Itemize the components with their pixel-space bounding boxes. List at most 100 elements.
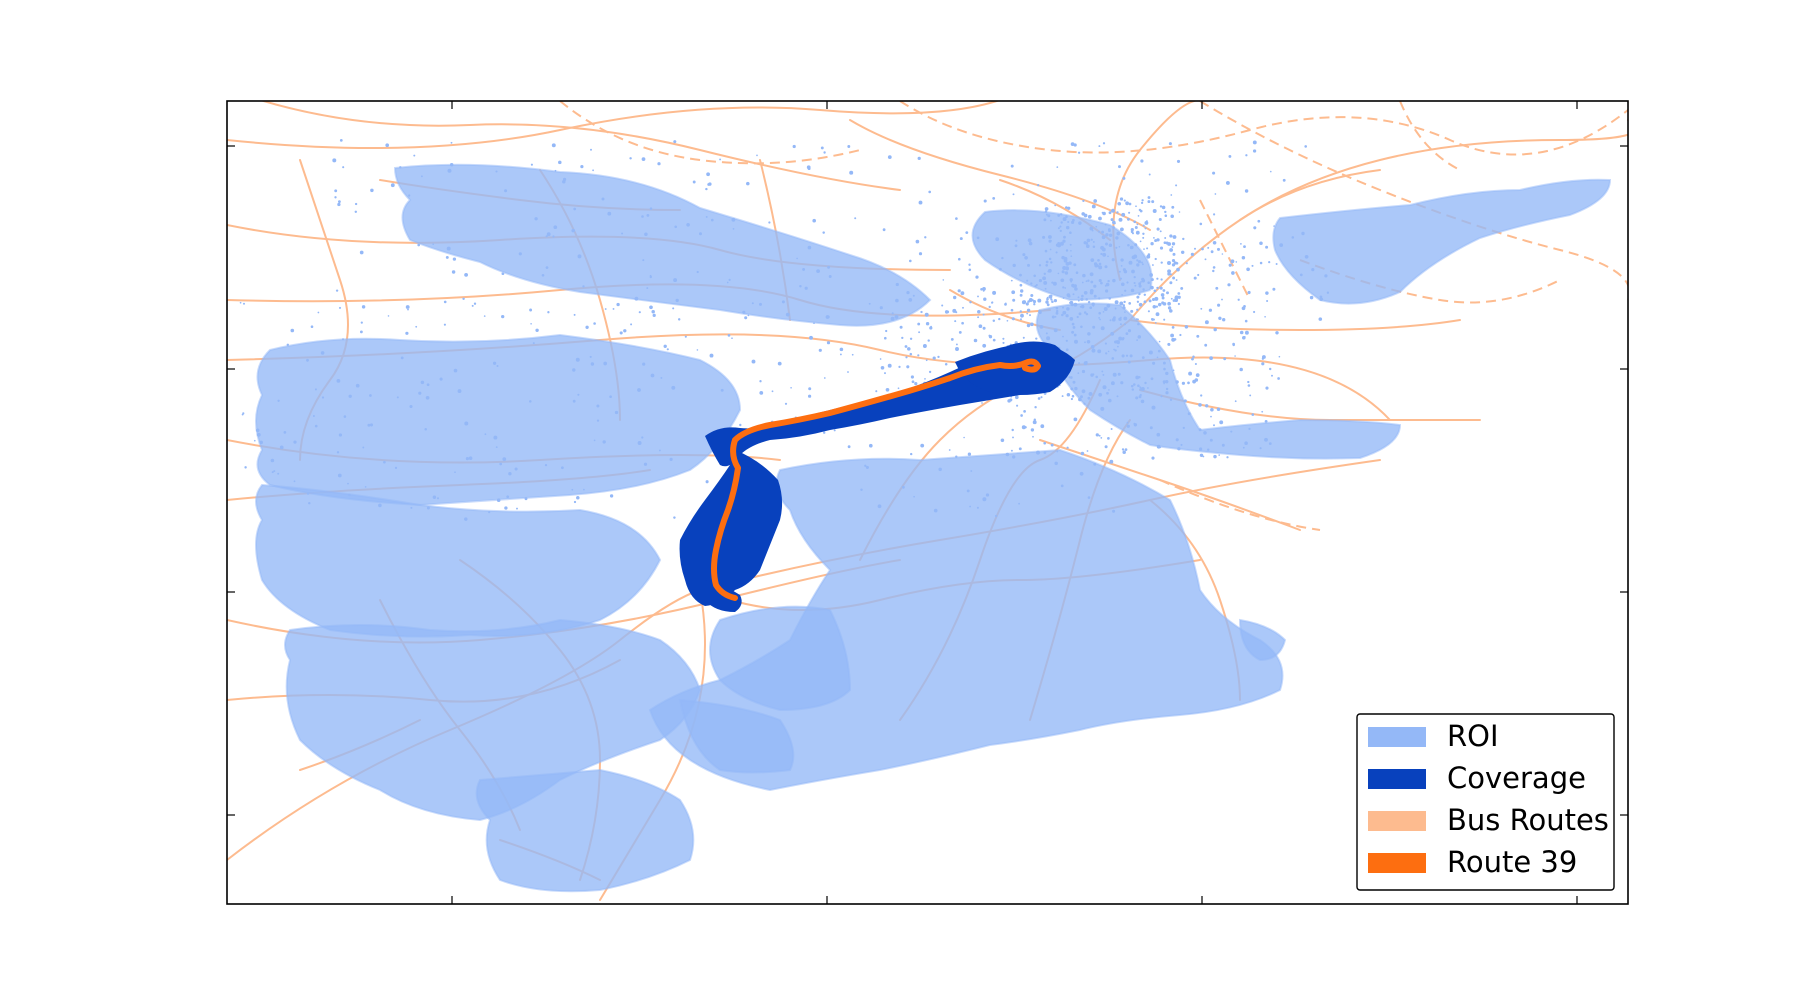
roi-point xyxy=(369,423,374,427)
roi-point xyxy=(504,189,508,193)
roi-point xyxy=(418,391,422,395)
roi-point xyxy=(953,295,957,300)
roi-point xyxy=(1046,297,1049,301)
roi-point xyxy=(705,480,709,484)
roi-point xyxy=(629,157,632,160)
roi-point xyxy=(484,433,487,436)
roi-point xyxy=(1126,217,1130,221)
roi-point xyxy=(1148,350,1153,355)
roi-point xyxy=(1193,247,1197,250)
roi-point xyxy=(1089,226,1094,231)
roi-point xyxy=(1104,223,1107,226)
roi-point xyxy=(1167,242,1172,246)
roi-point xyxy=(1091,348,1096,353)
roi-point xyxy=(1074,339,1078,344)
roi-point xyxy=(868,443,873,448)
roi-point xyxy=(464,517,468,521)
roi-point xyxy=(660,376,663,379)
roi-point xyxy=(847,445,851,449)
roi-point xyxy=(607,211,612,216)
roi-point xyxy=(387,315,390,317)
roi-point xyxy=(590,148,592,151)
roi-point xyxy=(1228,263,1232,267)
roi-point xyxy=(464,421,469,426)
roi-point xyxy=(1169,309,1173,313)
roi-point xyxy=(887,155,892,159)
roi-point xyxy=(530,323,532,325)
roi-point xyxy=(1177,292,1181,295)
roi-point xyxy=(1172,252,1176,256)
roi-point xyxy=(450,141,453,144)
roi-point xyxy=(1154,239,1158,243)
roi-point xyxy=(445,255,449,259)
roi-point xyxy=(1156,227,1160,231)
roi-point xyxy=(910,452,913,456)
roi-point xyxy=(1163,318,1166,321)
roi-point xyxy=(1123,300,1126,304)
roi-point xyxy=(1065,206,1068,209)
roi-point xyxy=(1026,312,1029,315)
roi-point xyxy=(747,314,750,317)
roi-point xyxy=(1171,259,1176,263)
roi-point xyxy=(991,301,993,304)
roi-point xyxy=(1093,284,1097,288)
roi-point xyxy=(985,493,990,497)
roi-point xyxy=(1136,295,1140,299)
roi-point xyxy=(400,356,404,360)
roi-point xyxy=(1083,402,1086,405)
roi-point xyxy=(492,361,497,365)
roi-point xyxy=(1081,294,1084,298)
roi-point xyxy=(1093,462,1097,466)
roi-point xyxy=(977,310,981,314)
roi-point xyxy=(1104,445,1108,449)
roi-point xyxy=(1162,302,1167,306)
roi-point xyxy=(1167,269,1172,274)
roi-point xyxy=(944,362,948,366)
roi-point xyxy=(1012,455,1016,459)
roi-point xyxy=(759,302,762,306)
roi-point xyxy=(1066,446,1069,449)
roi-point xyxy=(1048,268,1052,273)
roi-point xyxy=(582,285,585,288)
roi-point xyxy=(1124,311,1126,313)
roi-point xyxy=(1106,391,1109,395)
roi-point xyxy=(596,404,600,408)
roi-point xyxy=(1120,265,1123,267)
roi-point xyxy=(1271,374,1273,377)
roi-point xyxy=(452,257,457,261)
roi-point xyxy=(1098,317,1100,319)
roi-point xyxy=(1282,178,1286,182)
roi-point xyxy=(1184,325,1189,329)
roi-point xyxy=(592,169,594,172)
roi-point xyxy=(506,495,510,499)
roi-point xyxy=(1239,330,1244,335)
roi-point xyxy=(1127,329,1132,333)
roi-point xyxy=(1098,216,1102,221)
roi-point xyxy=(1154,296,1159,301)
roi-point xyxy=(851,353,854,356)
roi-point xyxy=(1092,325,1096,329)
roi-point xyxy=(1244,189,1249,193)
roi-point xyxy=(1171,337,1176,342)
roi-point xyxy=(833,429,836,432)
roi-point xyxy=(1020,414,1023,417)
roi-point xyxy=(436,497,440,500)
roi-point xyxy=(1111,208,1115,213)
legend-swatch-coverage xyxy=(1368,769,1426,789)
roi-point xyxy=(983,297,987,301)
roi-point xyxy=(1010,308,1014,312)
roi-point xyxy=(1227,283,1231,287)
roi-point xyxy=(1019,273,1022,277)
roi-point xyxy=(1228,154,1232,158)
roi-point xyxy=(1064,287,1067,289)
roi-point xyxy=(826,341,831,345)
roi-point xyxy=(1065,262,1070,266)
roi-point xyxy=(950,337,954,341)
roi-point xyxy=(1107,350,1110,353)
roi-point xyxy=(1115,246,1118,249)
roi-point xyxy=(488,511,491,514)
roi-point xyxy=(1048,239,1052,243)
roi-point xyxy=(1168,142,1172,146)
roi-point xyxy=(671,385,676,390)
roi-point xyxy=(1012,298,1016,302)
